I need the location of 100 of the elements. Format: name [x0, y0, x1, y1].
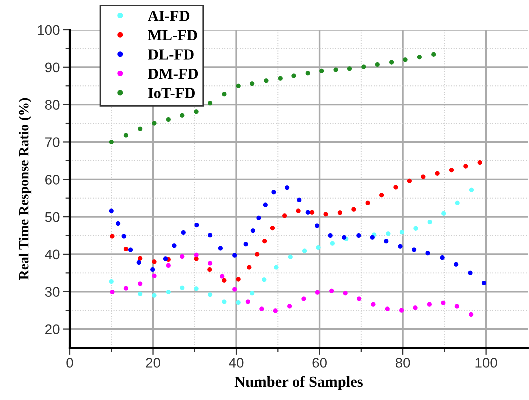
point	[236, 84, 241, 88]
point	[288, 254, 293, 260]
point	[464, 164, 468, 169]
point	[222, 300, 227, 304]
point	[315, 290, 320, 295]
point	[194, 222, 200, 228]
point	[109, 279, 114, 284]
point	[220, 274, 225, 279]
legend-label: AI-FD	[148, 11, 190, 22]
point	[412, 248, 417, 252]
point	[370, 235, 375, 240]
point	[250, 291, 255, 296]
point	[232, 253, 238, 258]
point	[180, 286, 185, 290]
point	[352, 207, 356, 212]
legend-label: ML-FD	[148, 30, 198, 40]
point	[124, 133, 128, 138]
point	[110, 234, 115, 239]
point	[292, 74, 296, 78]
point	[244, 242, 248, 247]
point	[236, 300, 241, 306]
point	[152, 260, 157, 264]
point	[357, 296, 362, 302]
point	[449, 168, 454, 173]
point	[163, 256, 168, 262]
y-tick-label: 60	[46, 174, 60, 185]
point	[152, 293, 157, 298]
point	[362, 64, 366, 70]
point	[255, 252, 260, 257]
x-tick-label: 0	[66, 358, 74, 368]
point	[116, 222, 121, 226]
x-tick-label: 40	[229, 358, 244, 368]
point	[366, 200, 370, 206]
point	[390, 60, 394, 65]
point	[109, 140, 114, 145]
point	[256, 216, 262, 220]
point	[208, 292, 213, 298]
y-tick-label: 40	[45, 250, 60, 260]
point	[398, 244, 403, 249]
y-tick-label: 50	[45, 212, 60, 222]
point	[285, 186, 290, 190]
point	[152, 121, 157, 126]
point	[320, 68, 324, 74]
point	[403, 58, 408, 62]
y-tick-label: 80	[45, 100, 60, 110]
point	[250, 228, 256, 234]
point	[306, 71, 310, 76]
point	[208, 268, 212, 272]
point	[435, 171, 440, 176]
y-tick-label: 30	[45, 287, 60, 298]
point	[232, 287, 238, 292]
point	[236, 277, 241, 282]
point	[296, 208, 301, 214]
x-tick-label: 60	[312, 358, 327, 368]
point	[166, 290, 171, 295]
point	[152, 274, 157, 278]
point	[394, 185, 398, 190]
point	[150, 268, 156, 272]
legend-label: DM-FD	[148, 69, 198, 80]
point	[428, 220, 432, 225]
point	[347, 66, 352, 72]
point	[110, 290, 115, 295]
point	[356, 233, 362, 238]
point	[262, 278, 267, 282]
point	[194, 110, 199, 114]
point	[442, 211, 446, 216]
point	[180, 254, 185, 260]
point	[386, 232, 391, 236]
point	[172, 244, 177, 248]
point	[260, 306, 264, 312]
point	[469, 188, 474, 192]
point	[124, 286, 128, 291]
point	[432, 52, 436, 57]
x-tick-label: 80	[396, 358, 410, 368]
point	[194, 286, 199, 292]
point	[414, 226, 418, 231]
point	[338, 210, 342, 216]
point	[400, 308, 404, 313]
point	[288, 304, 292, 309]
point	[138, 256, 143, 261]
point	[109, 208, 114, 214]
x-axis-title: Number of Samples	[234, 376, 363, 390]
point	[222, 92, 227, 97]
point	[208, 101, 213, 106]
point	[440, 256, 445, 260]
point	[194, 252, 199, 258]
point	[375, 62, 380, 68]
x-tick-label: 100	[476, 358, 498, 368]
point	[314, 224, 320, 228]
point	[385, 306, 390, 312]
point	[302, 296, 306, 302]
y-tick-label: 20	[46, 324, 60, 334]
point	[343, 291, 348, 296]
point	[138, 282, 143, 286]
point	[166, 263, 171, 268]
point	[138, 292, 143, 296]
point	[417, 55, 422, 60]
point	[426, 251, 430, 256]
point	[262, 239, 268, 244]
point	[246, 300, 250, 304]
